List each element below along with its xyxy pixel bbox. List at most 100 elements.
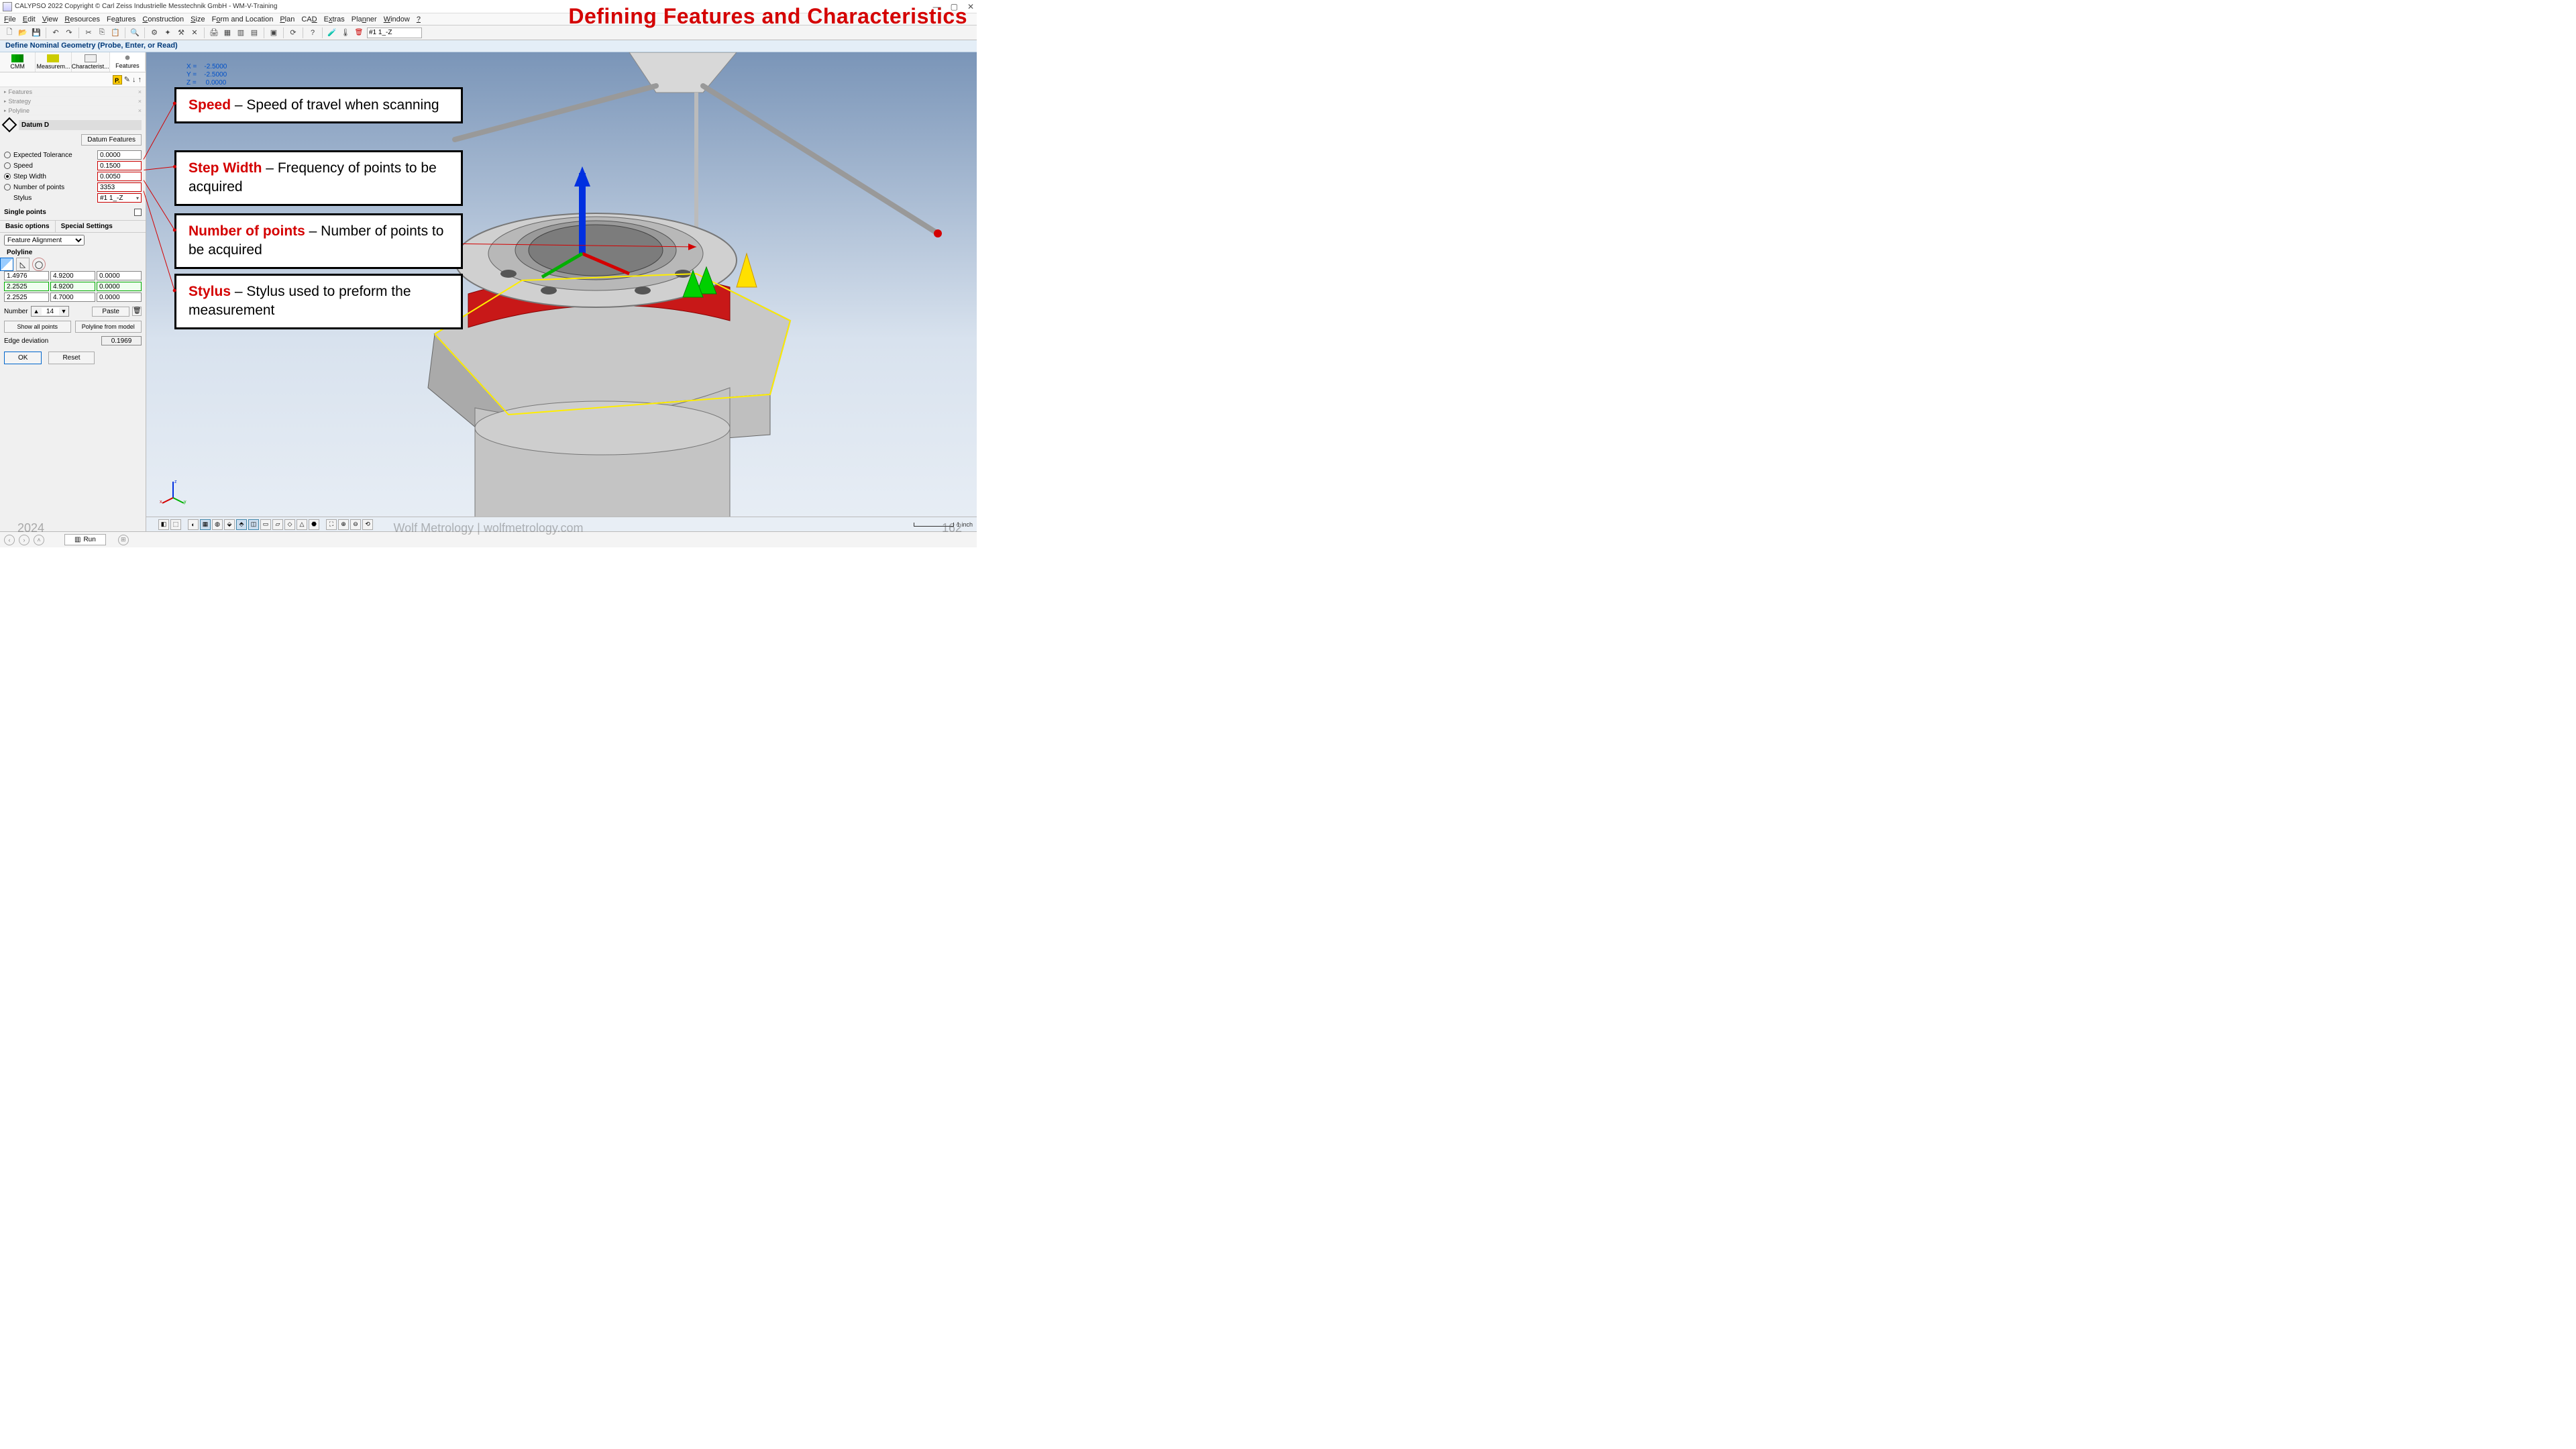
- close-icon[interactable]: ×: [138, 107, 142, 114]
- menu-form[interactable]: Form and Location: [212, 15, 274, 23]
- nav-up[interactable]: ˄: [34, 535, 44, 545]
- vp-btn-2[interactable]: ⬚: [170, 519, 181, 530]
- polyline-shape2-icon[interactable]: ◺: [16, 258, 30, 271]
- menu-construction[interactable]: Construction: [142, 15, 184, 23]
- tab-cmm[interactable]: CMM: [0, 52, 36, 72]
- radio-step-width[interactable]: [4, 173, 11, 180]
- subtab-special[interactable]: Special Settings: [56, 221, 118, 232]
- help-icon[interactable]: ?: [307, 28, 318, 38]
- coord-2-c[interactable]: [97, 292, 142, 302]
- edge-value[interactable]: 0.1969: [101, 336, 142, 345]
- menu-extras[interactable]: Extras: [324, 15, 345, 23]
- datum-features-button[interactable]: Datum Features: [81, 134, 142, 146]
- value-expected-tolerance[interactable]: 0.0000: [97, 150, 142, 160]
- stylus-selector[interactable]: #1 1_-Z: [367, 28, 422, 38]
- tab-characteristics[interactable]: Characterist...: [72, 52, 110, 72]
- value-step-width[interactable]: 0.0050: [97, 172, 142, 181]
- copy-icon[interactable]: ⎘: [97, 28, 107, 38]
- vp-btn-1[interactable]: ◧: [158, 519, 169, 530]
- vp-btn-9[interactable]: ▭: [260, 519, 271, 530]
- vp-btn-7[interactable]: ⬘: [236, 519, 247, 530]
- subtab-basic[interactable]: Basic options: [0, 221, 56, 232]
- vp-zoom-fit[interactable]: ⛶: [326, 519, 337, 530]
- save-icon[interactable]: 💾: [31, 28, 42, 38]
- run-button[interactable]: ▥ Run: [64, 534, 106, 545]
- polyline-shape3-icon[interactable]: ◯: [32, 258, 46, 271]
- vp-zoom-in[interactable]: ⊕: [338, 519, 349, 530]
- menu-help[interactable]: ?: [417, 15, 421, 23]
- redo-icon[interactable]: ↷: [64, 28, 74, 38]
- remove-icon[interactable]: 🗑: [354, 28, 364, 38]
- paste-icon[interactable]: 📋: [110, 28, 121, 38]
- number-stepper[interactable]: ▲▼: [31, 306, 70, 317]
- layout3-icon[interactable]: ▤: [249, 28, 260, 38]
- arrow-down-icon[interactable]: ↓: [132, 76, 136, 84]
- single-points-checkbox[interactable]: [134, 209, 142, 216]
- vp-btn-6[interactable]: ⬙: [224, 519, 235, 530]
- vp-btn-13[interactable]: ⬣: [309, 519, 319, 530]
- value-speed[interactable]: 0.1500: [97, 161, 142, 170]
- arrow-up-icon[interactable]: ↑: [138, 76, 142, 84]
- layout2-icon[interactable]: ▥: [235, 28, 246, 38]
- menu-features[interactable]: Features: [107, 15, 136, 23]
- vp-btn-3[interactable]: ◐: [188, 519, 199, 530]
- new-icon[interactable]: 🗋: [4, 28, 15, 38]
- layout4-icon[interactable]: ▣: [268, 28, 279, 38]
- menu-resources[interactable]: Resources: [64, 15, 100, 23]
- menu-file[interactable]: File: [4, 15, 16, 23]
- tool1-icon[interactable]: ⚙: [149, 28, 160, 38]
- collapse-polyline[interactable]: ▸Polyline×: [0, 106, 146, 115]
- coord-0-b[interactable]: [50, 271, 95, 280]
- menu-edit[interactable]: Edit: [23, 15, 36, 23]
- search-icon[interactable]: 🔍: [129, 28, 140, 38]
- temp-icon[interactable]: 🌡: [340, 28, 351, 38]
- vp-btn-5[interactable]: ◍: [212, 519, 223, 530]
- vp-btn-11[interactable]: ◇: [284, 519, 295, 530]
- radio-expected-tolerance[interactable]: [4, 152, 11, 158]
- vp-btn-12[interactable]: △: [297, 519, 307, 530]
- refresh-icon[interactable]: ⟳: [288, 28, 299, 38]
- coord-1-c[interactable]: [97, 282, 142, 291]
- tool2-icon[interactable]: ✦: [162, 28, 173, 38]
- close-icon[interactable]: ×: [138, 98, 142, 105]
- cut-icon[interactable]: ✂: [83, 28, 94, 38]
- close-icon[interactable]: ×: [138, 89, 142, 95]
- layout1-icon[interactable]: ▦: [222, 28, 233, 38]
- show-all-points-button[interactable]: Show all points: [4, 321, 71, 333]
- tool3-icon[interactable]: ⚒: [176, 28, 186, 38]
- menu-plan[interactable]: Plan: [280, 15, 294, 23]
- menu-window[interactable]: Window: [384, 15, 410, 23]
- collapse-strategy[interactable]: ▸Strategy×: [0, 97, 146, 106]
- vp-btn-8[interactable]: ◫: [248, 519, 259, 530]
- coord-1-b[interactable]: [50, 282, 95, 291]
- collapse-features[interactable]: ▸Features×: [0, 87, 146, 97]
- value-number-of-points[interactable]: 3353: [97, 182, 142, 192]
- reset-button[interactable]: Reset: [48, 352, 94, 364]
- coord-1-a[interactable]: [4, 282, 49, 291]
- ok-button[interactable]: OK: [4, 352, 42, 364]
- menu-view[interactable]: View: [42, 15, 58, 23]
- coord-0-a[interactable]: [4, 271, 49, 280]
- value-stylus[interactable]: #1 1_-Z: [97, 193, 142, 203]
- probe-icon[interactable]: 🧪: [327, 28, 337, 38]
- menu-cad[interactable]: CAD: [301, 15, 317, 23]
- print-icon[interactable]: 🖨: [209, 28, 219, 38]
- undo-icon[interactable]: ↶: [50, 28, 61, 38]
- nav-fwd[interactable]: ›: [19, 535, 30, 545]
- menu-planner[interactable]: Planner: [352, 15, 377, 23]
- trash-icon[interactable]: 🗑: [132, 307, 142, 316]
- feature-alignment-select[interactable]: Feature Alignment: [4, 235, 85, 246]
- close-button[interactable]: ✕: [967, 2, 974, 11]
- open-icon[interactable]: 📂: [17, 28, 28, 38]
- coord-0-c[interactable]: [97, 271, 142, 280]
- polyline-shape1-icon[interactable]: [0, 258, 13, 271]
- tab-measurement[interactable]: Measurem...: [36, 52, 71, 72]
- polyline-from-model-button[interactable]: Polyline from model: [75, 321, 142, 333]
- vp-btn-10[interactable]: ▱: [272, 519, 283, 530]
- menu-size[interactable]: Size: [191, 15, 205, 23]
- coord-2-b[interactable]: [50, 292, 95, 302]
- tab-features[interactable]: Features: [110, 52, 146, 72]
- nav-back[interactable]: ‹: [4, 535, 15, 545]
- pencil-icon[interactable]: ✎: [124, 75, 130, 84]
- nav-extra[interactable]: ⊞: [118, 535, 129, 545]
